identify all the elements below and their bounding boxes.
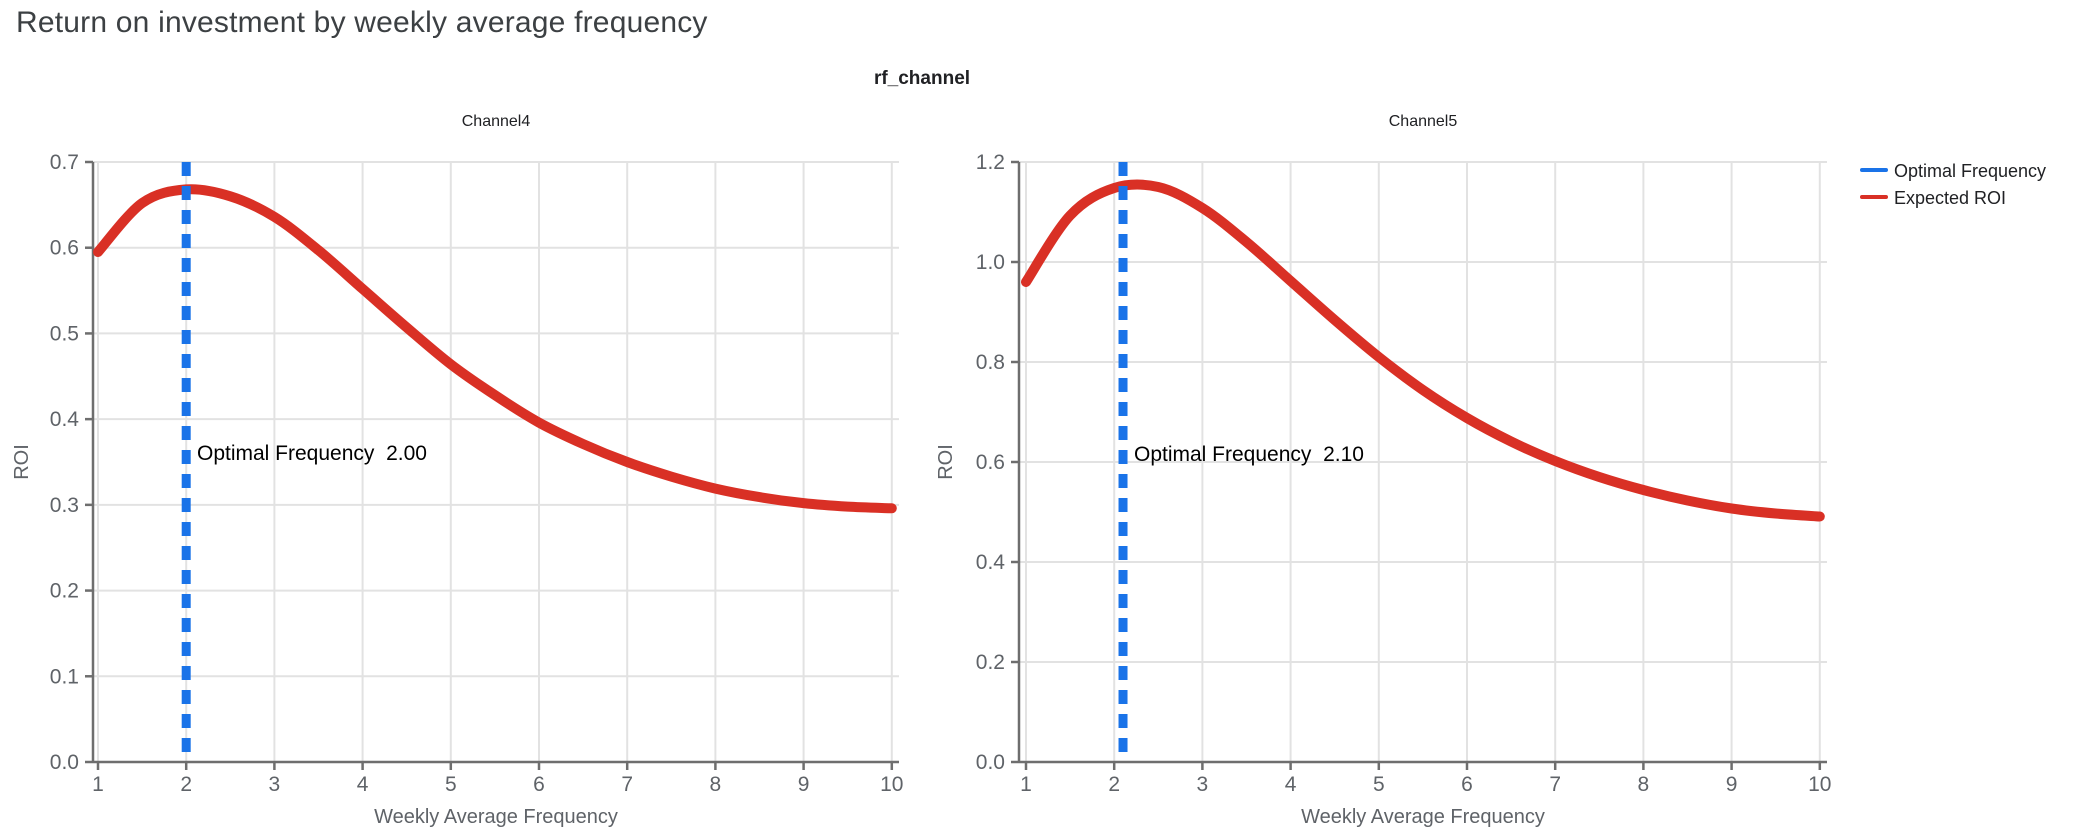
plot-channel4: 0.0 0.1 0.2 0.3 0.4 0.5 0.6 0.7 1 2 3 4 5 6 7 8 9 10 <box>50 151 904 796</box>
y-tick-label: 0.2 <box>50 580 79 603</box>
page-title: Return on investment by weekly average f… <box>16 6 708 39</box>
x-axis-title-left: Weekly Average Frequency <box>374 806 618 828</box>
y-tick-label: 0.4 <box>976 551 1006 574</box>
y-tick-label: 1.0 <box>976 251 1005 274</box>
x-axis-title-right: Weekly Average Frequency <box>1301 806 1545 828</box>
plot-channel5: 0.0 0.2 0.4 0.6 0.8 1.0 1.2 1 2 3 4 5 6 7 8 9 10 <box>976 151 1832 796</box>
optimal-frequency-annotation-channel5: Optimal Frequency 2.10 <box>1134 443 1364 466</box>
subplot-title-channel5: Channel5 <box>1389 113 1458 130</box>
x-tick-label: 6 <box>1461 773 1473 796</box>
x-tick-label: 9 <box>1726 773 1738 796</box>
y-tick-label: 0.6 <box>50 237 79 260</box>
x-tick-label: 7 <box>1549 773 1561 796</box>
x-tick-label: 1 <box>1020 773 1032 796</box>
x-tick-label: 5 <box>1373 773 1385 796</box>
x-tick-label: 5 <box>445 773 457 796</box>
x-tick-label: 6 <box>533 773 545 796</box>
y-tick-label: 0.4 <box>50 408 80 431</box>
x-tick-label: 4 <box>357 773 369 796</box>
expected-roi-curve <box>1021 179 1825 522</box>
y-tick-label: 0.0 <box>50 751 79 774</box>
y-axis-title-right: ROI <box>935 444 957 480</box>
x-tick-label: 1 <box>92 773 104 796</box>
y-tick-label: 0.8 <box>976 351 1005 374</box>
optimal-frequency-annotation-channel4: Optimal Frequency 2.00 <box>197 442 427 465</box>
x-tick-label: 4 <box>1285 773 1297 796</box>
subplot-title-channel4: Channel4 <box>462 113 531 130</box>
y-axis-title-left: ROI <box>11 444 33 480</box>
y-tick-label: 0.1 <box>50 665 79 688</box>
x-tick-label: 8 <box>1638 773 1650 796</box>
expected-roi-curve <box>93 184 897 514</box>
x-tick-label: 2 <box>180 773 192 796</box>
y-tick-label: 0.3 <box>50 494 79 517</box>
figure-title: rf_channel <box>874 68 970 89</box>
legend-label-optimal-frequency: Optimal Frequency <box>1894 161 2046 181</box>
x-tick-label: 8 <box>710 773 722 796</box>
y-tick-label: 0.6 <box>976 451 1005 474</box>
x-tick-label: 7 <box>621 773 633 796</box>
x-tick-label: 9 <box>798 773 810 796</box>
y-tick-label: 0.0 <box>976 751 1005 774</box>
x-tick-label: 10 <box>1808 773 1831 796</box>
legend-label-expected-roi: Expected ROI <box>1894 188 2006 208</box>
x-tick-label: 3 <box>269 773 281 796</box>
x-tick-label: 2 <box>1108 773 1120 796</box>
y-tick-label: 0.7 <box>50 151 79 174</box>
legend: Optimal Frequency Expected ROI <box>1860 161 2046 208</box>
y-tick-label: 0.5 <box>50 322 79 345</box>
x-tick-label: 10 <box>880 773 903 796</box>
x-tick-label: 3 <box>1197 773 1209 796</box>
y-tick-label: 0.2 <box>976 651 1005 674</box>
y-tick-label: 1.2 <box>976 151 1005 174</box>
